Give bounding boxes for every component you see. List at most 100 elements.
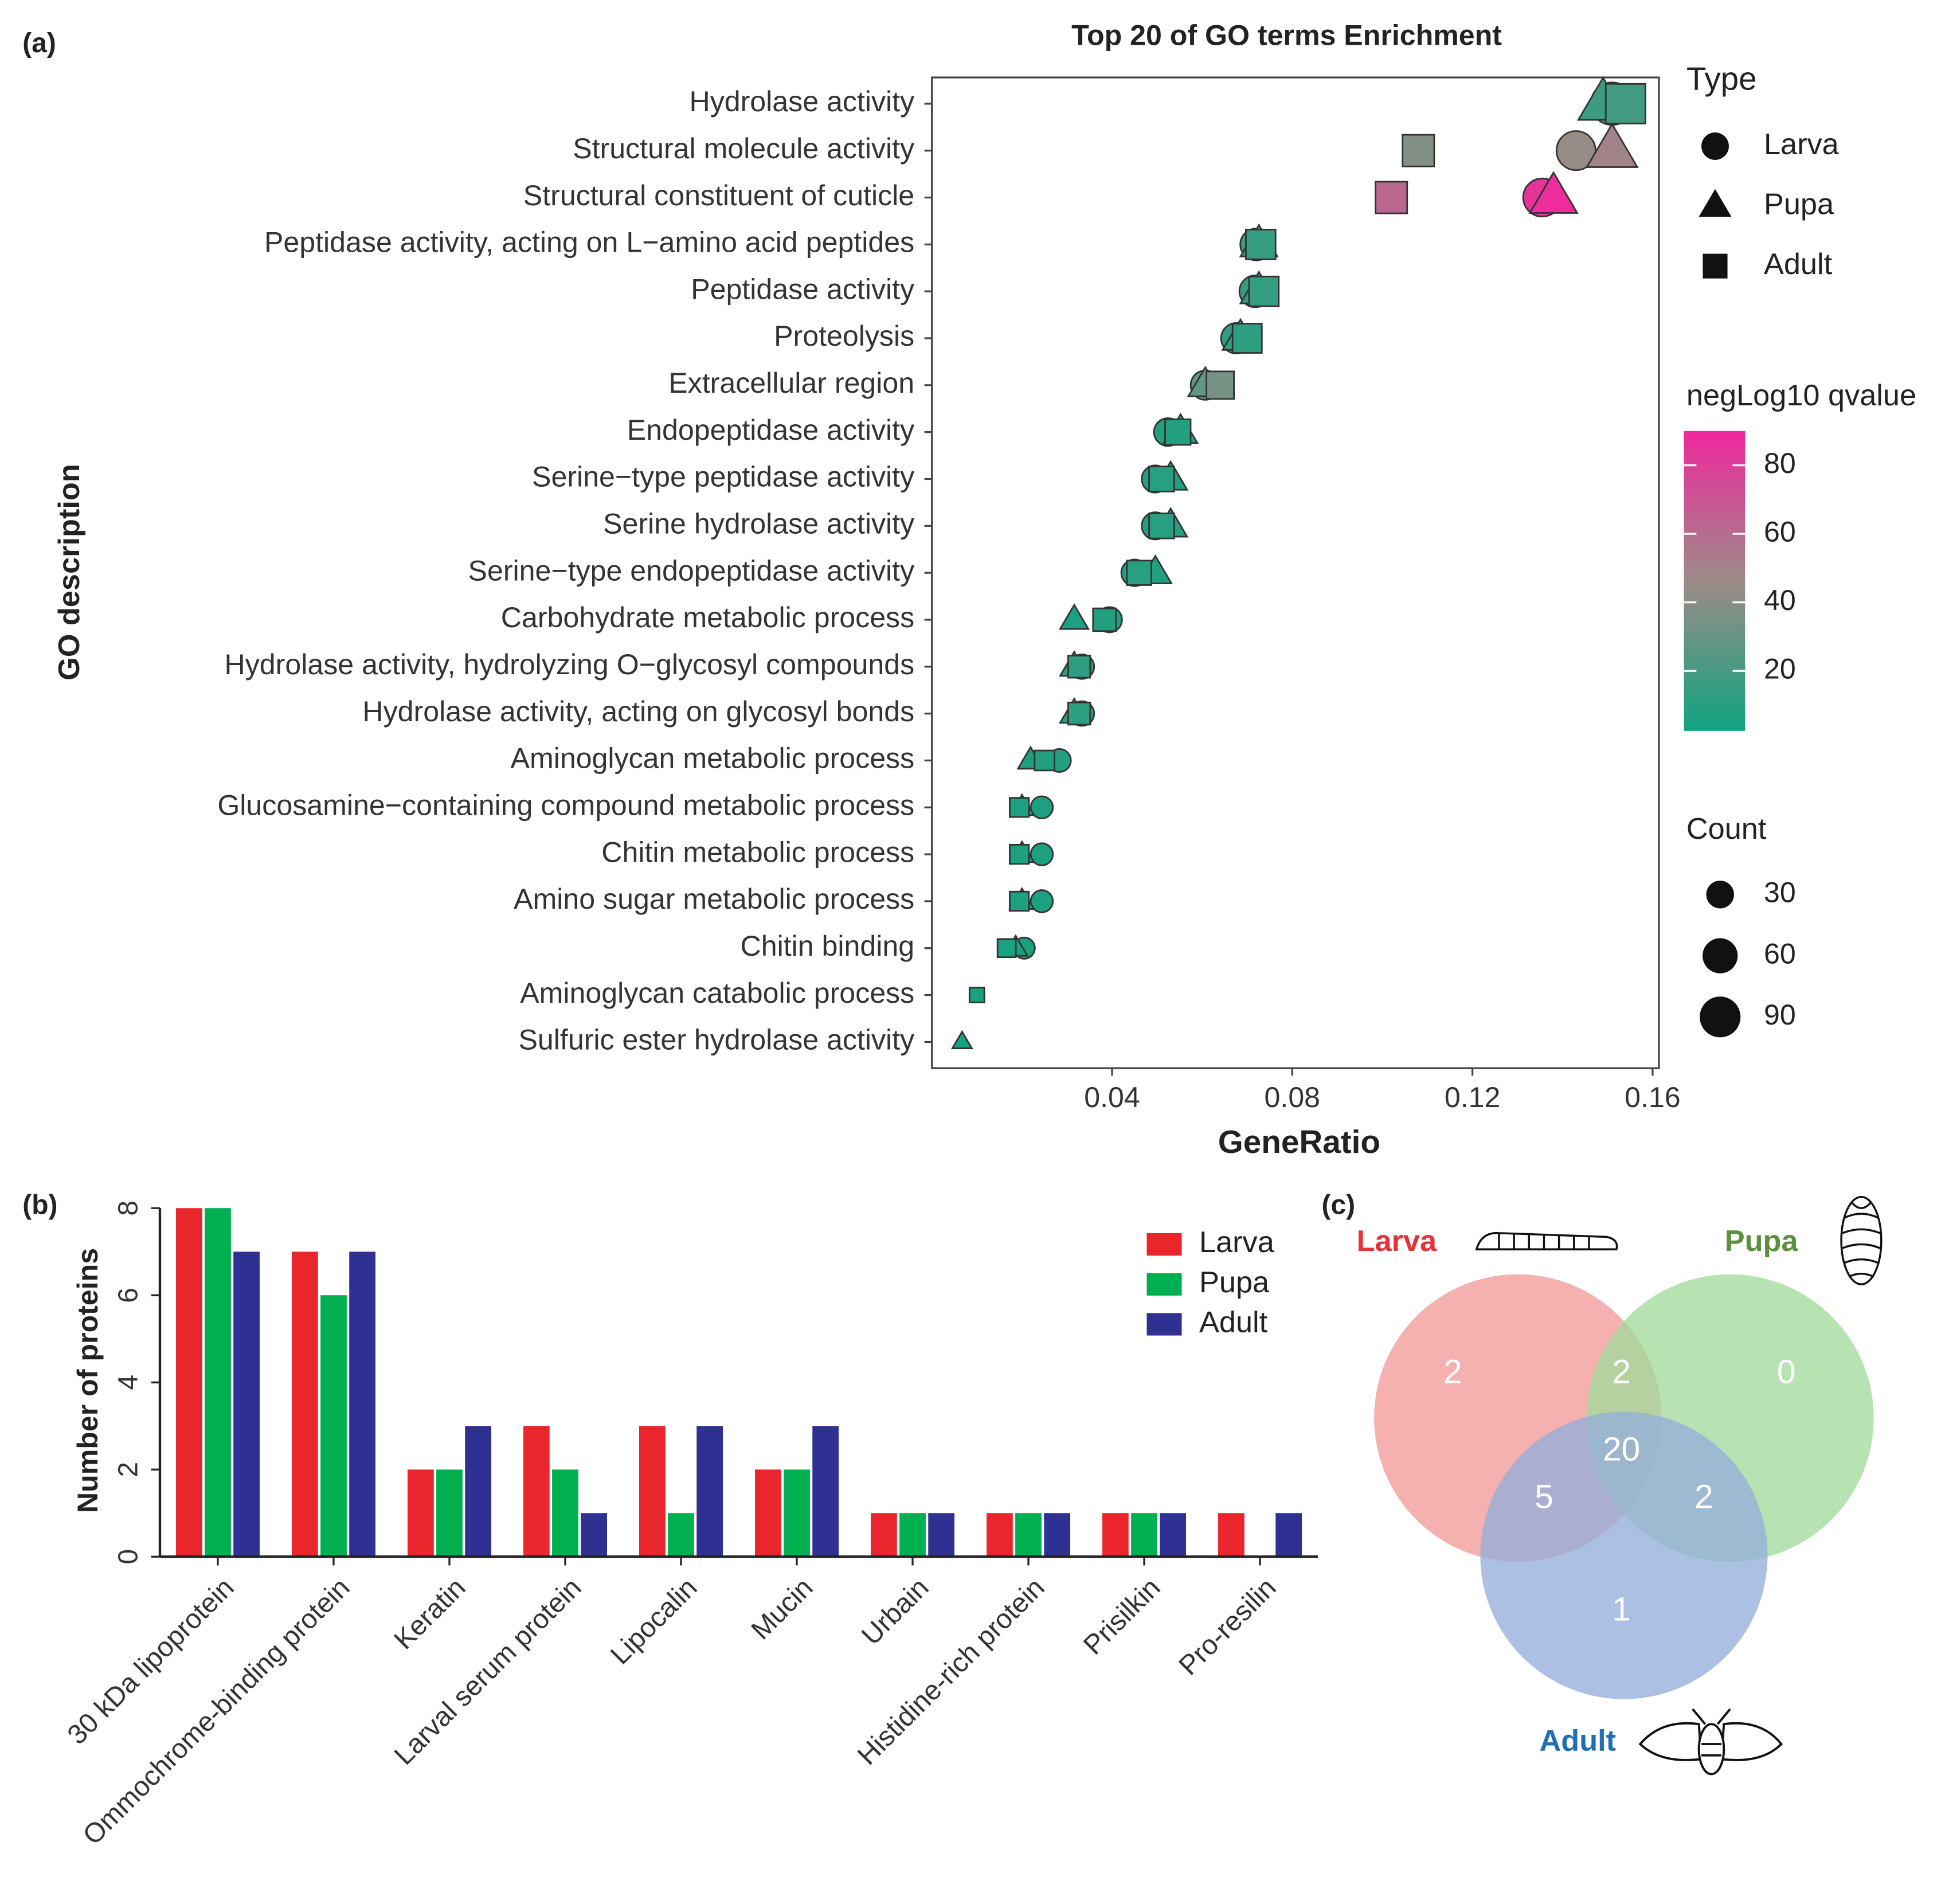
x-tick-label: Keratin — [389, 1572, 472, 1655]
x-tick-label: 0.08 — [1265, 1081, 1321, 1113]
venn-count: 2 — [1612, 1354, 1631, 1391]
bar — [407, 1469, 434, 1557]
bar — [928, 1513, 955, 1557]
point — [1164, 418, 1192, 446]
bar — [1102, 1513, 1129, 1557]
bar — [899, 1513, 926, 1557]
size-legend-marker — [1706, 881, 1734, 909]
icon-body — [1475, 1232, 1618, 1250]
point — [1402, 134, 1435, 167]
pupa-icon — [1840, 1195, 1883, 1285]
bar — [812, 1426, 839, 1557]
legend-title: Type — [1686, 61, 1757, 97]
bar — [552, 1469, 578, 1557]
point — [996, 938, 1017, 959]
legend-title: negLog10 qvalue — [1686, 379, 1916, 412]
point — [1058, 603, 1090, 630]
colorbar — [1684, 431, 1746, 731]
y-tick-label: Hydrolase activity — [690, 85, 915, 118]
venn-set-label: Pupa — [1725, 1225, 1799, 1258]
point — [1248, 275, 1280, 307]
y-tick-label: Serine−type endopeptidase activity — [468, 554, 915, 587]
y-tick-label: Aminoglycan catabolic process — [520, 977, 914, 1009]
y-tick-label: Hydrolase activity, hydrolyzing O−glycos… — [225, 648, 915, 681]
legend-label: Larva — [1199, 1226, 1275, 1259]
x-tick-label: Prisilkin — [1078, 1572, 1166, 1660]
icon-wing — [1720, 1722, 1783, 1761]
y-tick-label: Sulfuric ester hydrolase activity — [518, 1024, 914, 1056]
point — [1231, 323, 1263, 354]
icon-segments — [1498, 1233, 1590, 1250]
colorbar-label: 80 — [1764, 447, 1796, 479]
legend-swatch — [1146, 1273, 1182, 1296]
bar — [987, 1513, 1013, 1557]
y-tick-label: Proteolysis — [774, 320, 914, 352]
y-tick-label: Chitin metabolic process — [601, 836, 914, 868]
colorbar-label: 40 — [1764, 584, 1796, 616]
bar — [784, 1469, 810, 1557]
y-tick-label: 0 — [113, 1549, 143, 1565]
venn-count: 20 — [1603, 1431, 1640, 1468]
x-tick-label: Histidine-rich protein — [852, 1572, 1050, 1770]
legend-marker — [1699, 189, 1732, 217]
y-axis-title: Number of proteins — [72, 1248, 104, 1513]
point — [1126, 560, 1152, 586]
y-tick-label: Serine hydrolase activity — [603, 508, 914, 540]
size-legend-label: 60 — [1764, 937, 1796, 969]
point — [1030, 889, 1054, 913]
y-tick-label: 2 — [113, 1462, 143, 1477]
bar — [1131, 1513, 1157, 1557]
legend-label: Larva — [1764, 128, 1840, 161]
point — [1067, 701, 1091, 726]
size-legend-marker — [1703, 938, 1738, 973]
point — [1009, 890, 1030, 912]
bar — [465, 1426, 491, 1557]
bar — [1275, 1513, 1302, 1557]
bar — [1015, 1513, 1042, 1557]
point — [1206, 370, 1235, 400]
point — [1148, 513, 1175, 539]
legend-label: Adult — [1764, 248, 1833, 281]
size-legend-marker — [1700, 996, 1741, 1038]
bar — [871, 1513, 897, 1557]
y-tick-label: 8 — [113, 1201, 143, 1216]
x-tick-label: 0.04 — [1084, 1081, 1140, 1113]
point — [1585, 122, 1639, 168]
bar — [349, 1252, 375, 1557]
bar — [320, 1295, 347, 1557]
legend-swatch — [1146, 1313, 1182, 1336]
point — [1030, 842, 1054, 866]
icon-segments — [1842, 1201, 1881, 1278]
bar — [436, 1469, 463, 1557]
x-tick-label: 0.12 — [1445, 1081, 1501, 1113]
bar — [523, 1426, 550, 1557]
point — [1375, 181, 1408, 214]
bar — [233, 1252, 260, 1557]
bar — [175, 1208, 202, 1557]
y-tick-label: Peptidase activity — [691, 273, 914, 305]
legend-label: Adult — [1199, 1306, 1268, 1339]
x-tick-label: 0.16 — [1625, 1081, 1681, 1113]
icon-body — [1840, 1195, 1883, 1285]
x-tick-label: Pro-resilin — [1173, 1572, 1282, 1681]
legend-title: Count — [1686, 812, 1767, 846]
panel-label: (b) — [22, 1190, 57, 1221]
bar — [581, 1513, 607, 1557]
venn-set-label: Larva — [1357, 1225, 1437, 1258]
bar — [205, 1208, 231, 1557]
point — [1555, 130, 1596, 171]
legend-label: Pupa — [1199, 1266, 1270, 1299]
panel-label: (c) — [1322, 1190, 1356, 1221]
venn-count: 2 — [1694, 1479, 1713, 1516]
caterpillar-icon — [1475, 1232, 1618, 1250]
venn-count: 1 — [1612, 1591, 1631, 1628]
bar — [696, 1426, 723, 1557]
legend-marker — [1703, 253, 1728, 279]
x-tick-label: Urbain — [856, 1572, 934, 1651]
moth-icon — [1638, 1708, 1783, 1776]
y-tick-label: Extracellular region — [668, 367, 914, 399]
x-axis-title: GeneRatio — [1218, 1124, 1380, 1160]
bar — [1218, 1513, 1245, 1557]
point — [1148, 466, 1175, 492]
point — [1528, 171, 1579, 214]
